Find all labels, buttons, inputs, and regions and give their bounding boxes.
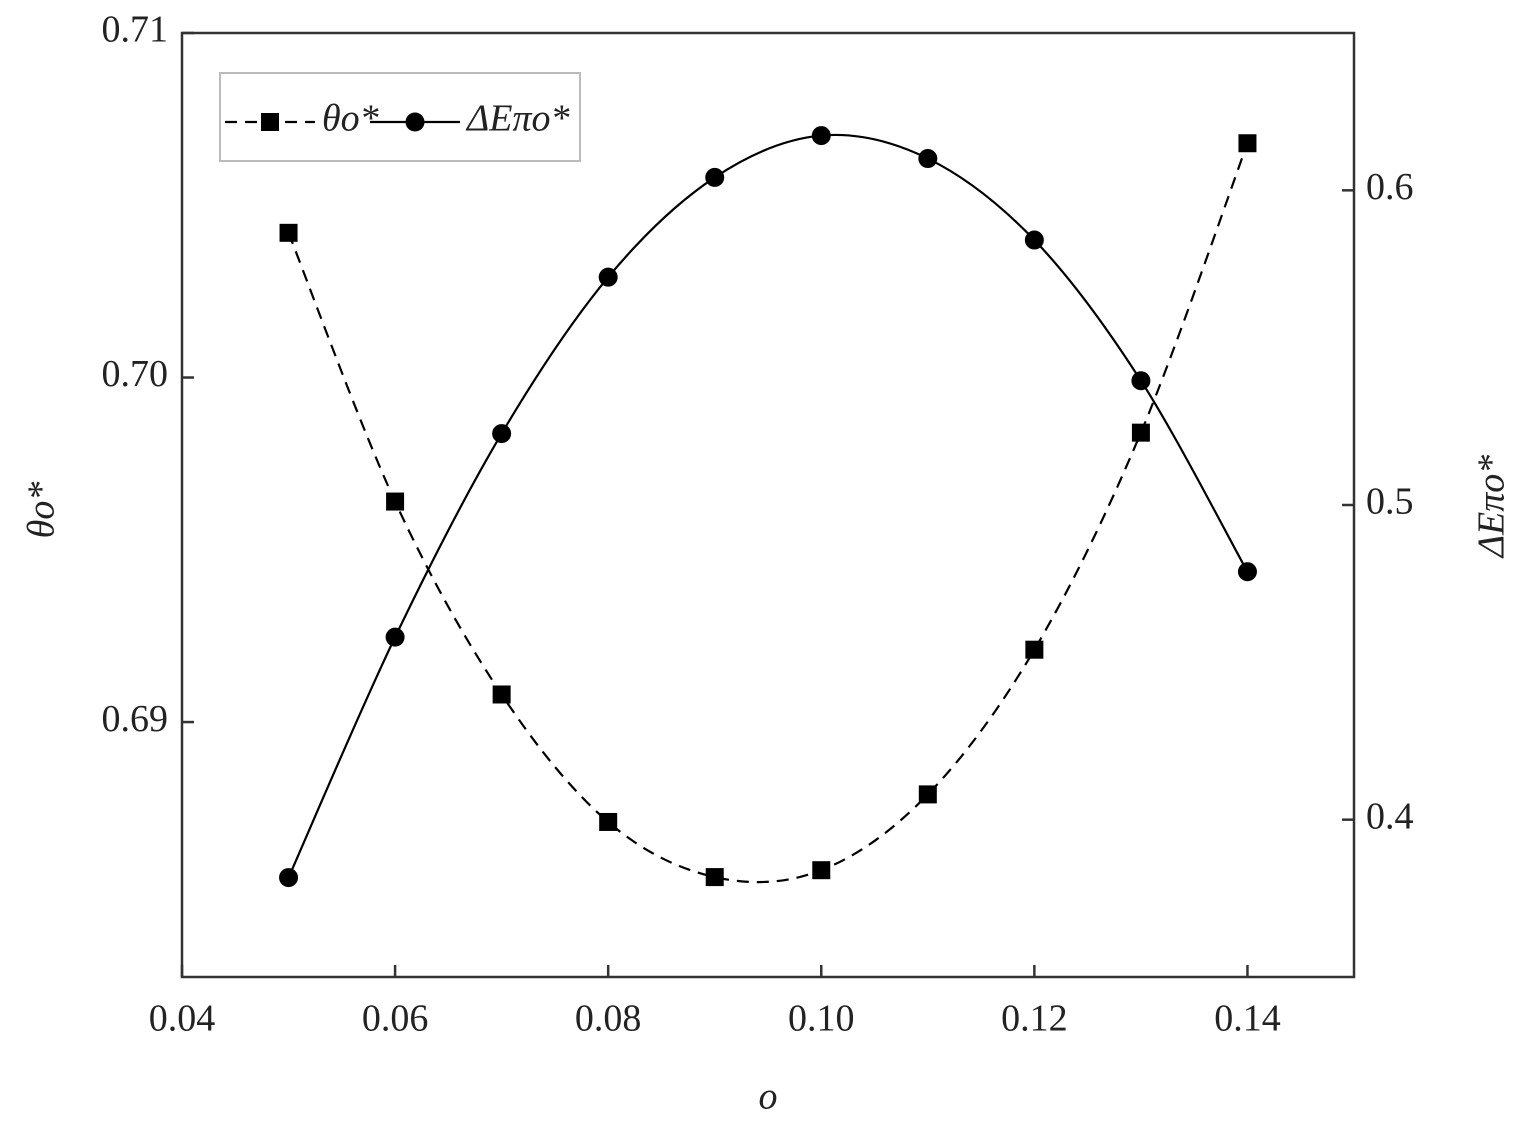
data-point <box>492 424 512 444</box>
data-point <box>1025 640 1044 659</box>
data-point <box>705 868 724 887</box>
legend-label: ΔEπo* <box>465 98 570 140</box>
data-point <box>1131 371 1151 391</box>
data-point <box>811 126 831 146</box>
data-point <box>385 627 405 647</box>
legend-label: θo* <box>322 98 379 140</box>
x-tick-label: 0.12 <box>1001 998 1068 1040</box>
plot-frame <box>180 31 1356 979</box>
series-line <box>287 133 1249 879</box>
data-point <box>598 267 618 287</box>
legend-marker <box>261 113 279 131</box>
data-point <box>599 812 618 831</box>
data-point <box>1131 423 1150 442</box>
data-point <box>279 223 298 242</box>
y2-tick-label: 0.5 <box>1366 481 1414 523</box>
y2-tick-label: 0.4 <box>1366 795 1414 837</box>
data-point <box>812 861 831 880</box>
y-axis-label: θo* <box>21 482 63 539</box>
data-point <box>918 149 938 169</box>
series-line <box>287 142 1249 884</box>
y2-axis-label: ΔEπo* <box>1471 455 1513 560</box>
data-point <box>279 868 299 888</box>
x-axis-label: o <box>759 1076 778 1118</box>
legend-marker <box>405 112 425 132</box>
data-point <box>492 685 511 704</box>
data-point <box>386 492 405 511</box>
data-point <box>918 785 937 804</box>
x-tick-label: 0.14 <box>1214 998 1281 1040</box>
data-point <box>1238 134 1257 153</box>
data-point <box>1024 230 1044 250</box>
legend-box <box>219 72 581 162</box>
data-point <box>705 167 725 187</box>
x-tick-label: 0.08 <box>575 998 642 1040</box>
y2-tick-label: 0.6 <box>1366 166 1414 208</box>
x-tick-label: 0.04 <box>149 998 216 1040</box>
x-tick-label: 0.10 <box>788 998 855 1040</box>
data-point <box>1237 562 1257 582</box>
y-tick-label: 0.69 <box>102 698 169 740</box>
y-tick-label: 0.70 <box>102 353 169 395</box>
y-tick-label: 0.71 <box>102 9 169 51</box>
x-tick-label: 0.06 <box>362 998 429 1040</box>
